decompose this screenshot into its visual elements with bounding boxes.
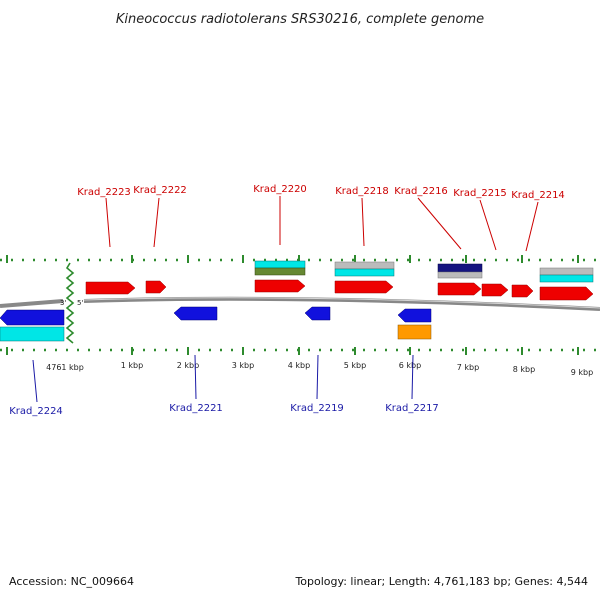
major-ticks <box>6 255 579 355</box>
feature-krad-2218-gray[interactable] <box>334 261 395 270</box>
backbone-left <box>0 299 64 308</box>
bottom-leader-lines <box>32 354 414 403</box>
backbone-highlight <box>83 297 600 309</box>
feature-right-gray[interactable] <box>539 267 594 276</box>
top-leader-lines <box>105 196 539 252</box>
gene-arrow-krad-2221[interactable] <box>173 306 218 321</box>
gene-arrow-krad-2218[interactable] <box>334 280 394 294</box>
gene-label-krad-2218[interactable]: Krad_2218 <box>335 186 389 197</box>
feature-krad-2220-green[interactable] <box>254 267 306 276</box>
feature-krad-2217-orange[interactable] <box>397 324 432 340</box>
gene-arrow-krad-2219[interactable] <box>304 306 331 321</box>
gene-label-krad-2215[interactable]: Krad_2215 <box>453 188 507 199</box>
tick-label: 5 kbp <box>344 361 366 370</box>
tick-label: 2 kbp <box>177 361 199 370</box>
tick-label: 9 kbp <box>571 368 593 377</box>
end-kbp-label: 4761 kbp <box>46 363 84 372</box>
gene-label-krad-2223[interactable]: Krad_2223 <box>77 187 131 198</box>
page-title: Kineococcus radiotolerans SRS30216, comp… <box>116 12 484 27</box>
accession-text: Accession: NC_009664 <box>9 575 135 588</box>
feature-krad-2216-navy[interactable] <box>437 263 483 273</box>
gene-arrow-krad-2222[interactable] <box>145 280 167 294</box>
backbone-main <box>83 296 600 311</box>
gene-arrow-right[interactable] <box>539 286 594 301</box>
feature-krad-2220-cyan[interactable] <box>254 260 306 269</box>
gene-arrow-krad-2224[interactable] <box>0 309 65 326</box>
feature-right-cyan[interactable] <box>539 274 594 283</box>
gene-label-krad-2222[interactable]: Krad_2222 <box>133 185 187 196</box>
tick-label: 3 kbp <box>232 361 254 370</box>
gene-label-krad-2219[interactable]: Krad_2219 <box>290 403 344 414</box>
end-label-left: 3' <box>60 299 66 307</box>
gene-label-krad-2224[interactable]: Krad_2224 <box>9 406 63 417</box>
feature-krad-2218-cyan[interactable] <box>334 268 395 277</box>
feature-krad-2224-cyan[interactable] <box>0 326 65 342</box>
end-label-right: 5' <box>77 299 83 307</box>
gene-arrow-krad-2215[interactable] <box>481 283 509 297</box>
tick-label: 4 kbp <box>288 361 310 370</box>
gene-label-krad-2220[interactable]: Krad_2220 <box>253 184 307 195</box>
gene-arrow-krad-2214[interactable] <box>511 284 534 298</box>
gene-arrow-krad-2223[interactable] <box>85 281 136 295</box>
gene-label-krad-2217[interactable]: Krad_2217 <box>385 403 439 414</box>
gene-label-krad-2216[interactable]: Krad_2216 <box>394 186 448 197</box>
gene-arrow-krad-2220[interactable] <box>254 279 306 293</box>
tick-label: 8 kbp <box>513 365 535 374</box>
tick-label: 6 kbp <box>399 361 421 370</box>
genome-summary-text: Topology: linear; Length: 4,761,183 bp; … <box>295 575 588 588</box>
gene-arrow-krad-2217[interactable] <box>397 308 432 323</box>
break-marker <box>65 262 75 344</box>
tick-label: 7 kbp <box>457 363 479 372</box>
gene-label-krad-2214[interactable]: Krad_2214 <box>511 190 565 201</box>
tick-label: 1 kbp <box>121 361 143 370</box>
gene-label-krad-2221[interactable]: Krad_2221 <box>169 403 223 414</box>
gene-arrow-krad-2216[interactable] <box>437 282 482 296</box>
feature-krad-2216-gray[interactable] <box>437 271 483 279</box>
